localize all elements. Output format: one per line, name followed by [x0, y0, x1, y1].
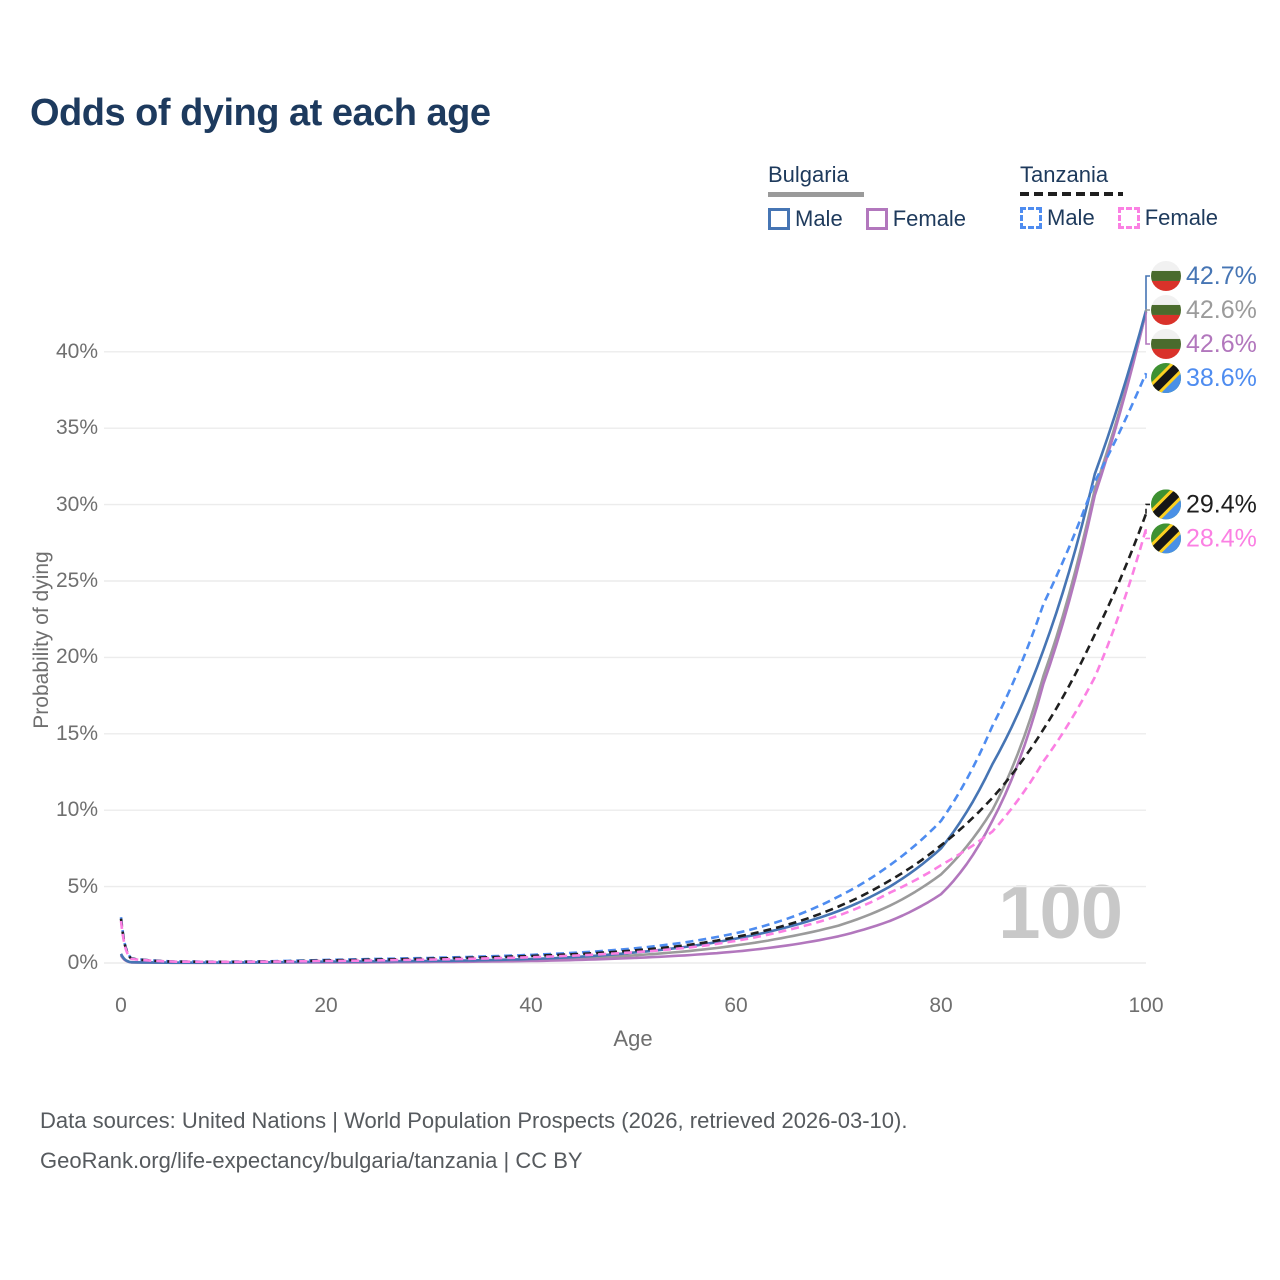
end-label-value-tanzania-male: 38.6% [1186, 364, 1257, 392]
label-connector-bulgaria-male [1145, 275, 1150, 311]
x-tick-label: 80 [929, 994, 953, 1017]
curve-bulgaria-male[interactable] [119, 310, 1148, 965]
x-tick-label: 40 [519, 994, 543, 1017]
y-tick-label: 35% [55, 416, 98, 440]
y-tick-label: 10% [55, 798, 98, 822]
legend-swatch-tanzania-female[interactable] [1117, 207, 1140, 229]
y-tick-label: 0% [67, 951, 98, 974]
curve-tanzania-female[interactable] [119, 528, 1148, 964]
end-label-value-bulgaria-male: 42.7% [1186, 262, 1257, 290]
legend-swatch-bulgaria-female[interactable] [865, 208, 888, 230]
legend-label-tanzania-female: Female [1144, 205, 1219, 230]
curve-bulgaria-both[interactable] [119, 311, 1148, 965]
legend-item-bulgaria-female[interactable]: Female [865, 206, 967, 232]
legend-item-bulgaria-male[interactable]: Male [768, 206, 843, 232]
footer-attribution-link: GeoRank.org/life-expectancy/bulgaria/tan… [40, 1148, 583, 1173]
flag-icon-bulgaria [1151, 260, 1181, 291]
legend-country-tanzania[interactable]: Tanzania [1020, 162, 1109, 187]
curve-bulgaria-female[interactable] [119, 311, 1148, 965]
legend-label-bulgaria-female: Female [892, 206, 967, 231]
legend-country-bulgaria[interactable]: Bulgaria [768, 162, 849, 187]
y-tick-label: 40% [55, 339, 98, 363]
footer-data-sources: Data sources: United Nations | World Pop… [40, 1108, 908, 1133]
legend-label-tanzania-male: Male [1047, 205, 1095, 230]
flag-icon-tanzania [1151, 523, 1181, 554]
legend-group-bulgaria: Bulgaria Male Female [768, 162, 989, 232]
legend-group-tanzania: Tanzania Male Female [1020, 162, 1241, 231]
label-connector-tanzania-female [1145, 529, 1150, 540]
x-tick-label: 0 [115, 994, 127, 1017]
flag-icon-tanzania [1151, 489, 1181, 520]
y-tick-label: 25% [55, 569, 98, 592]
y-tick-label: 20% [55, 645, 98, 669]
end-label-value-bulgaria-both: 42.6% [1186, 296, 1257, 324]
curve-tanzania-male[interactable] [119, 372, 1148, 964]
flag-icon-bulgaria [1151, 328, 1181, 359]
flag-icon-tanzania [1151, 362, 1181, 393]
end-label-value-tanzania-female: 28.4% [1186, 524, 1257, 552]
end-label-value-bulgaria-female: 42.6% [1186, 330, 1257, 358]
label-connector-tanzania-male [1145, 373, 1150, 379]
y-tick-label: 5% [67, 874, 98, 898]
x-tick-label: 20 [314, 994, 338, 1017]
flag-icon-bulgaria [1151, 294, 1181, 325]
legend-swatch-tanzania-male[interactable] [1020, 207, 1042, 229]
end-label-value-tanzania-both: 29.4% [1186, 490, 1257, 518]
legend-item-tanzania-female[interactable]: Female [1117, 205, 1219, 231]
legend-line-sample-dashed [1020, 192, 1123, 196]
chart-canvas: 42.7% 42.6% 42.6% 38.6% 29.4% 28.4% [104, 260, 1257, 965]
label-connector-bulgaria-female [1145, 312, 1150, 345]
x-axis-title: Age [613, 1026, 653, 1051]
label-connector-tanzania-both [1145, 503, 1150, 514]
x-tick-label: 100 [1128, 994, 1164, 1017]
chart-title: Odds of dying at each age [30, 92, 491, 134]
y-tick-label: 30% [55, 492, 98, 516]
legend-label-bulgaria-male: Male [795, 206, 843, 231]
y-tick-label: 15% [55, 721, 98, 745]
legend-line-sample-solid [768, 192, 864, 197]
legend-swatch-bulgaria-male[interactable] [768, 208, 790, 230]
legend-item-tanzania-male[interactable]: Male [1020, 205, 1095, 231]
x-tick-label: 60 [724, 994, 748, 1017]
label-connector-bulgaria-both [1145, 309, 1150, 313]
